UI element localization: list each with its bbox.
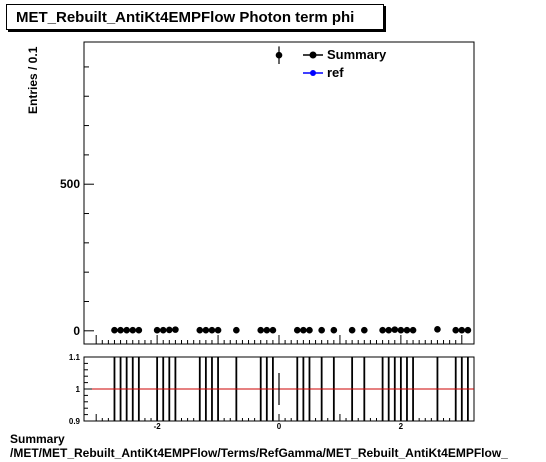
ratio-y-ticks: 0.9 1 1.1 bbox=[69, 353, 92, 426]
ratio-y-tick-label: 1 bbox=[76, 385, 81, 394]
summary-point bbox=[458, 326, 466, 334]
y-axis-label: Entries / 0.1 bbox=[26, 46, 40, 114]
summary-point bbox=[385, 326, 392, 334]
summary-point bbox=[159, 326, 167, 334]
ratio-y-tick-label: 0.9 bbox=[69, 417, 81, 426]
summary-point bbox=[269, 326, 277, 334]
summary-point bbox=[452, 326, 460, 334]
summary-points bbox=[111, 46, 472, 334]
main-y-tick-label: 0 bbox=[73, 324, 80, 338]
summary-point bbox=[348, 326, 356, 334]
summary-point bbox=[166, 326, 173, 334]
summary-point bbox=[434, 326, 441, 333]
main-y-tick-label: 500 bbox=[60, 177, 80, 191]
summary-point bbox=[202, 326, 210, 334]
footer-line-2: /MET/MET_Rebuilt_AntiKt4EMPFlow/Terms/Re… bbox=[10, 446, 508, 460]
summary-point bbox=[208, 326, 216, 334]
legend-summary-marker bbox=[309, 51, 317, 59]
summary-point bbox=[233, 326, 240, 334]
ratio-x-tick-label: -2 bbox=[154, 422, 162, 430]
summary-point bbox=[379, 326, 386, 334]
summary-point bbox=[153, 326, 161, 334]
summary-point bbox=[293, 326, 301, 334]
ratio-y-tick-label: 1.1 bbox=[69, 353, 81, 362]
legend: Summary ref bbox=[303, 47, 387, 80]
ratio-x-ticks: -2 0 2 bbox=[95, 414, 463, 430]
summary-point bbox=[117, 326, 124, 334]
ratio-x-tick-label: 0 bbox=[277, 422, 282, 430]
summary-point bbox=[361, 326, 368, 334]
summary-point bbox=[464, 326, 472, 334]
summary-point bbox=[123, 326, 130, 334]
legend-ref-label: ref bbox=[327, 65, 344, 80]
summary-point bbox=[409, 326, 417, 334]
summary-point bbox=[330, 326, 338, 334]
main-y-ticks: 0 500 bbox=[60, 66, 94, 338]
summary-point bbox=[172, 326, 179, 333]
ratio-x-tick-label: 2 bbox=[399, 422, 404, 430]
summary-point bbox=[214, 326, 222, 334]
legend-ref-marker bbox=[310, 70, 316, 76]
summary-point bbox=[263, 326, 271, 334]
summary-point bbox=[257, 326, 265, 334]
footer-line-1: Summary bbox=[10, 432, 65, 446]
summary-point bbox=[135, 326, 143, 334]
legend-summary-label: Summary bbox=[327, 47, 387, 62]
summary-point bbox=[318, 326, 325, 334]
summary-point bbox=[391, 326, 399, 333]
summary-point bbox=[275, 51, 283, 59]
summary-point bbox=[300, 326, 307, 334]
summary-point bbox=[397, 326, 405, 334]
main-frame bbox=[83, 41, 475, 345]
main-x-ticks bbox=[95, 335, 463, 344]
summary-point bbox=[129, 326, 137, 334]
histogram-figure: Entries / 0.1 0 500 Summary ref 0.9 1 1.1 -… bbox=[26, 41, 475, 430]
summary-point bbox=[306, 326, 313, 334]
plot-title: MET_Rebuilt_AntiKt4EMPFlow Photon term p… bbox=[16, 9, 355, 26]
title-box: MET_Rebuilt_AntiKt4EMPFlow Photon term p… bbox=[6, 4, 384, 30]
summary-point bbox=[196, 326, 204, 334]
summary-point bbox=[403, 326, 411, 334]
summary-point bbox=[111, 326, 118, 334]
footer: Summary /MET/MET_Rebuilt_AntiKt4EMPFlow/… bbox=[10, 432, 508, 460]
